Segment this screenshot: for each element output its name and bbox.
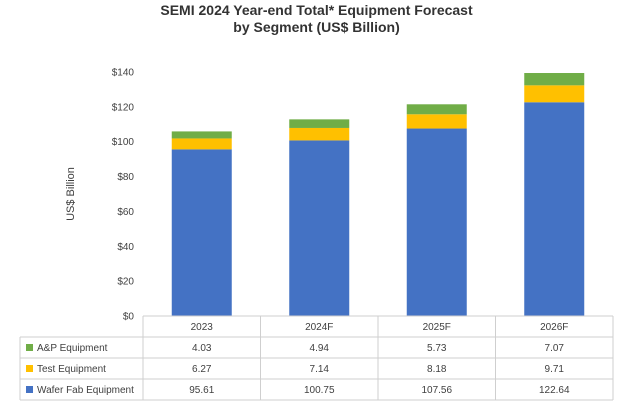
bar-wafer-fab-equipment — [524, 102, 585, 316]
data-label: 8.18 — [427, 364, 447, 375]
legend-swatch — [26, 386, 33, 393]
x-tick-label: 2026F — [540, 322, 568, 333]
y-tick-label: $120 — [112, 102, 135, 113]
legend-label: A&P Equipment — [37, 343, 108, 354]
chart-subtitle: by Segment (US$ Billion) — [233, 19, 400, 35]
y-tick-label: $140 — [112, 68, 135, 79]
bar-a-p-equipment — [406, 104, 467, 115]
data-label: 4.94 — [310, 343, 330, 354]
x-tick-label: 2023 — [191, 322, 214, 333]
data-label: 6.27 — [192, 364, 212, 375]
data-label: 7.07 — [545, 343, 565, 354]
data-label: 107.56 — [421, 385, 452, 396]
legend-swatch — [26, 365, 33, 372]
data-label: 95.61 — [189, 385, 214, 396]
y-axis-label: US$ Billion — [65, 167, 77, 221]
bar-wafer-fab-equipment — [406, 128, 467, 316]
bar-test-equipment — [289, 127, 350, 141]
x-tick-label: 2024F — [305, 322, 333, 333]
bar-test-equipment — [171, 138, 232, 150]
legend-swatch — [26, 344, 33, 351]
y-tick-label: $100 — [112, 137, 135, 148]
data-label: 100.75 — [304, 385, 335, 396]
chart-title: SEMI 2024 Year-end Total* Equipment Fore… — [160, 2, 473, 18]
y-tick-label: $60 — [117, 207, 134, 218]
bar-a-p-equipment — [289, 119, 350, 128]
data-label: 122.64 — [539, 385, 570, 396]
y-tick-label: $20 — [117, 277, 134, 288]
legend-label: Test Equipment — [37, 364, 106, 375]
bar-wafer-fab-equipment — [289, 140, 350, 316]
bar-test-equipment — [406, 114, 467, 129]
data-label: 5.73 — [427, 343, 447, 354]
legend-label: Wafer Fab Equipment — [37, 385, 134, 396]
data-label: 9.71 — [545, 364, 565, 375]
chart-title-block: SEMI 2024 Year-end Total* Equipment Fore… — [0, 2, 633, 36]
y-tick-label: $0 — [123, 312, 135, 323]
data-label: 4.03 — [192, 343, 212, 354]
data-label: 7.14 — [310, 364, 330, 375]
bar-wafer-fab-equipment — [171, 149, 232, 316]
bar-a-p-equipment — [524, 73, 585, 86]
y-tick-label: $80 — [117, 172, 134, 183]
x-tick-label: 2025F — [423, 322, 451, 333]
bar-a-p-equipment — [171, 131, 232, 139]
bar-test-equipment — [524, 85, 585, 103]
y-tick-label: $40 — [117, 242, 134, 253]
